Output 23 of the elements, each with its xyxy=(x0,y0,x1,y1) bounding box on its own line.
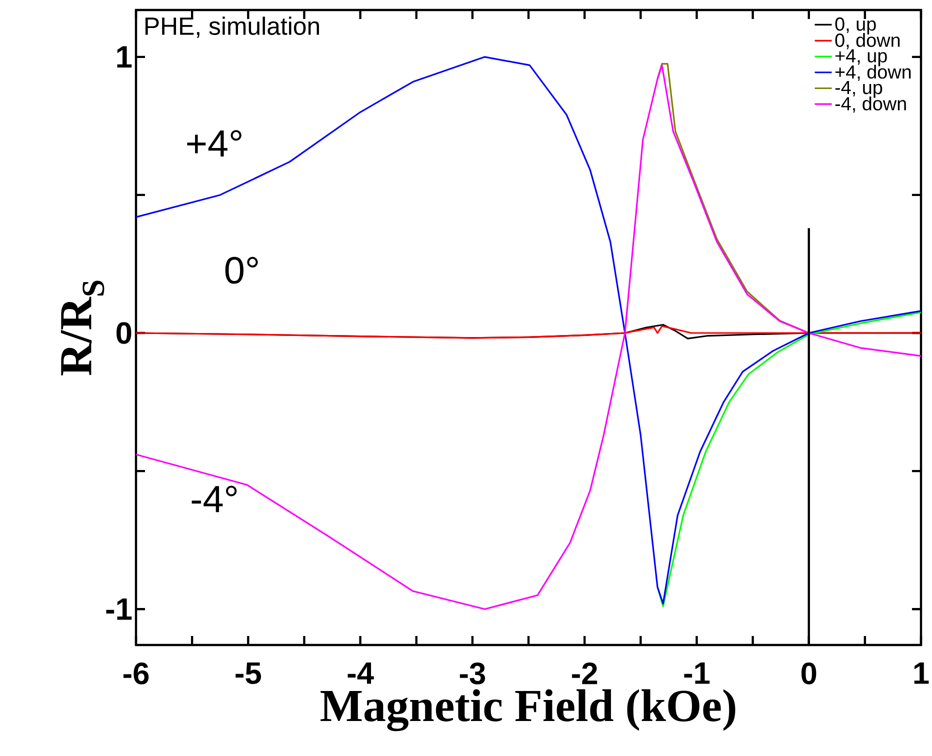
x-tick-label: -5 xyxy=(236,662,262,684)
x-tick-label: 1 xyxy=(914,662,929,684)
legend-label: 0, down xyxy=(835,33,900,50)
annotation: -4° xyxy=(192,486,237,512)
x-tick-label: 0 xyxy=(801,662,816,684)
x-tick-label: -6 xyxy=(123,662,149,684)
y-axis-title: R/R$_{S}$ xyxy=(60,280,104,376)
y-tick-label: 1 xyxy=(117,46,132,68)
x-tick-label: -3 xyxy=(460,662,486,684)
legend-label: -4, down xyxy=(835,96,906,113)
y-tick-label: 0 xyxy=(116,322,132,344)
y-tick-label: -1 xyxy=(106,598,132,620)
annotation: 0° xyxy=(225,256,258,284)
legend-label: -4, up xyxy=(835,80,882,98)
legend-label: +4, down xyxy=(835,64,911,81)
x-tick-label: -4 xyxy=(348,662,374,684)
chart-title: PHE, simulation xyxy=(146,16,319,38)
x-axis-title: Magnetic Field (kOe) xyxy=(320,689,736,732)
x-tick-label: -1 xyxy=(684,662,710,684)
legend-label: 0, up xyxy=(835,17,876,34)
legend-label: +4, up xyxy=(835,49,887,66)
x-tick-label: -2 xyxy=(572,662,598,684)
annotation: +4° xyxy=(187,130,242,157)
